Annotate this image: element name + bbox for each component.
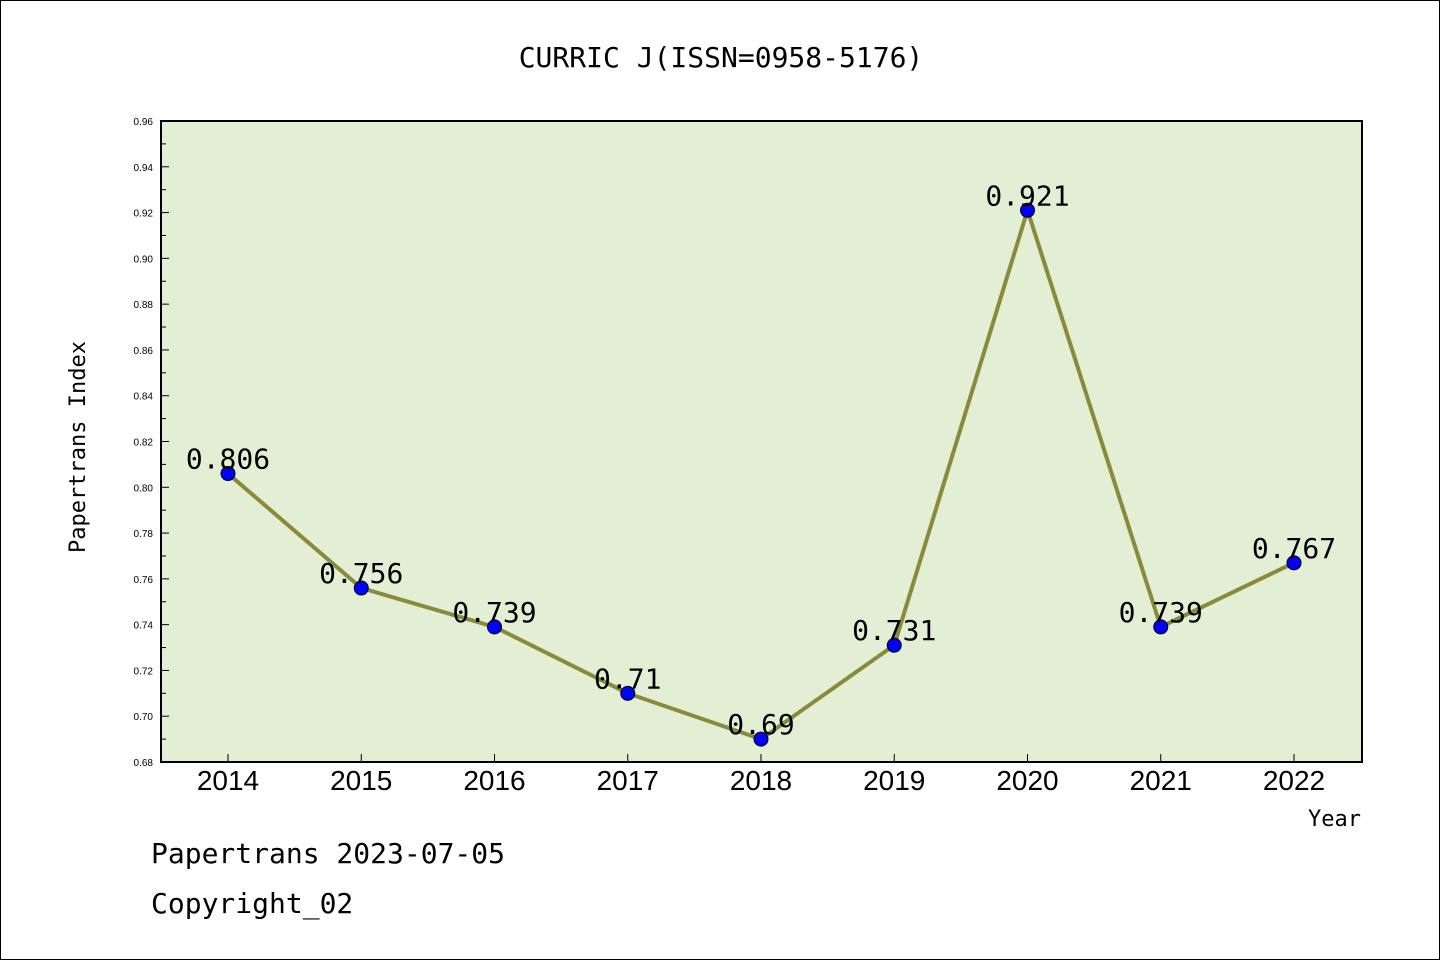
data-label: 0.731 [852,614,936,647]
data-point [487,619,502,635]
y-tick-label: 0.90 [134,254,154,265]
x-tick-label: 2019 [863,765,925,796]
y-tick-label: 0.68 [134,758,154,769]
series-group: 0.806 0.756 0.739 0.71 0.69 0.731 0.921 0.739 0.… [186,179,1336,747]
y-tick-label: 0.86 [134,346,154,357]
x-axis: 2014 2015 2016 2017 2018 2019 2020 2021 2022 [197,754,1325,796]
y-tick-label: 0.84 [134,392,154,403]
data-label: 0.71 [594,662,661,695]
x-tick-label: 2021 [1130,765,1192,796]
data-label: 0.767 [1252,532,1336,565]
data-point [1286,555,1302,571]
data-point [1020,202,1035,218]
data-point [353,580,369,596]
y-tick-label: 0.94 [134,163,154,174]
y-tick-label: 0.88 [134,300,154,311]
chart-title: CURRIC J(ISSN=0958-5176) [519,41,924,74]
x-tick-label: 2014 [197,765,259,796]
x-tick-label: 2018 [730,765,792,796]
footer-source: Papertrans 2023-07-05 [151,837,506,870]
x-tick-label: 2017 [597,765,659,796]
x-tick-label: 2020 [996,765,1058,796]
data-label: 0.739 [452,596,536,629]
x-tick-label: 2016 [463,765,525,796]
y-tick-label: 0.74 [134,621,154,632]
y-tick-label: 0.80 [134,483,154,494]
data-label: 0.739 [1119,596,1203,629]
data-point [220,466,236,482]
y-axis-label: Papertrans Index [66,341,91,553]
y-tick-label: 0.78 [134,529,154,540]
plot-area [160,120,1363,763]
x-tick-label: 2022 [1263,765,1325,796]
y-tick-label: 0.96 [134,117,154,128]
y-tick-label: 0.72 [134,666,154,677]
data-point [620,685,636,701]
y-tick-label: 0.70 [134,712,154,723]
data-label: 0.921 [985,179,1069,212]
x-axis-label: Year [1308,807,1361,832]
y-tick-label: 0.82 [134,438,154,449]
data-label: 0.756 [319,557,403,590]
data-point [886,637,902,653]
data-point [753,731,769,747]
footer-copyright: Copyright_02 [151,887,354,920]
data-label: 0.806 [186,443,270,476]
y-tick-label: 0.92 [134,209,154,220]
x-tick-label: 2015 [330,765,392,796]
y-tick-label: 0.76 [134,575,154,586]
data-label: 0.69 [727,708,794,741]
y-axis: 0.68 0.70 0.72 0.74 0.76 0.78 0.80 0.82 0.84 0.86… [134,117,169,769]
data-point [1153,619,1169,635]
